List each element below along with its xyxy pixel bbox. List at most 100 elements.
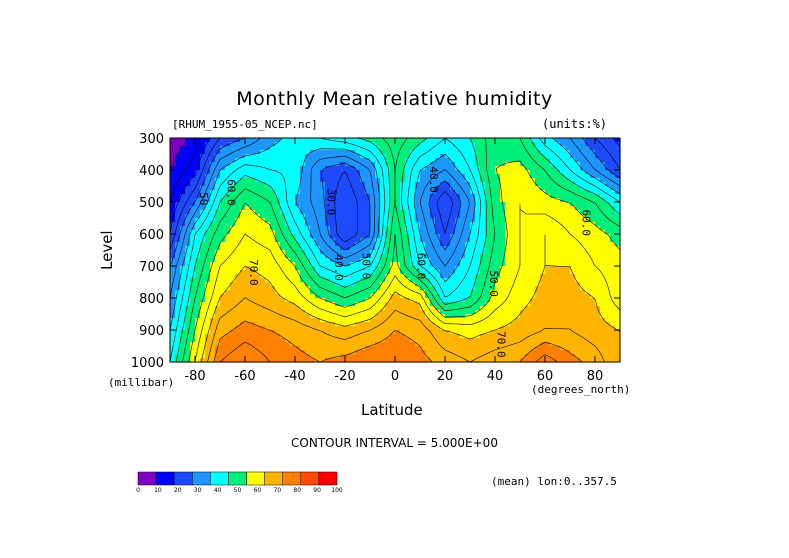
field-cell xyxy=(375,218,381,223)
field-cell xyxy=(500,150,506,155)
field-cell xyxy=(345,222,351,227)
field-cell xyxy=(610,154,616,159)
field-cell xyxy=(605,298,611,303)
field-cell xyxy=(305,334,311,339)
field-cell xyxy=(545,338,551,343)
field-cell xyxy=(485,302,491,307)
field-cell xyxy=(455,170,461,175)
field-cell xyxy=(540,230,546,235)
field-cell xyxy=(600,166,606,171)
field-cell xyxy=(525,202,531,207)
field-cell xyxy=(410,322,416,327)
field-cell xyxy=(615,278,621,283)
field-cell xyxy=(445,350,451,355)
field-cell xyxy=(540,210,546,215)
field-cell xyxy=(360,306,366,311)
field-cell xyxy=(180,274,186,279)
field-cell xyxy=(355,338,361,343)
field-cell xyxy=(180,206,186,211)
field-cell xyxy=(605,266,611,271)
field-cell xyxy=(515,322,521,327)
field-cell xyxy=(185,354,191,359)
field-cell xyxy=(230,166,236,171)
field-cell xyxy=(445,154,451,159)
field-cell xyxy=(475,206,481,211)
field-cell xyxy=(240,214,246,219)
field-cell xyxy=(190,174,196,179)
field-cell xyxy=(540,182,546,187)
field-cell xyxy=(480,306,486,311)
field-cell xyxy=(270,250,276,255)
field-cell xyxy=(425,270,431,275)
field-cell xyxy=(425,302,431,307)
field-cell xyxy=(490,346,496,351)
field-cell xyxy=(465,250,471,255)
field-cell xyxy=(345,218,351,223)
field-cell xyxy=(425,262,431,267)
field-cell xyxy=(260,318,266,323)
field-cell xyxy=(525,226,531,231)
field-cell xyxy=(470,150,476,155)
field-cell xyxy=(260,174,266,179)
contour-interval-text: CONTOUR INTERVAL = 5.000E+00 xyxy=(291,436,498,450)
field-cell xyxy=(525,354,531,359)
field-cell xyxy=(455,334,461,339)
field-cell xyxy=(430,314,436,319)
field-cell xyxy=(575,214,581,219)
field-cell xyxy=(610,278,616,283)
field-cell xyxy=(600,190,606,195)
field-cell xyxy=(315,346,321,351)
field-cell xyxy=(600,266,606,271)
field-cell xyxy=(545,190,551,195)
field-cell xyxy=(220,206,226,211)
field-cell xyxy=(430,318,436,323)
field-cell xyxy=(240,146,246,151)
field-cell xyxy=(430,154,436,159)
field-cell xyxy=(440,186,446,191)
field-cell xyxy=(315,306,321,311)
field-cell xyxy=(380,210,386,215)
field-cell xyxy=(175,234,181,239)
field-cell xyxy=(495,294,501,299)
field-cell xyxy=(450,278,456,283)
field-cell xyxy=(185,290,191,295)
field-cell xyxy=(255,166,261,171)
field-cell xyxy=(360,294,366,299)
field-cell xyxy=(265,226,271,231)
field-cell xyxy=(595,290,601,295)
field-cell xyxy=(245,222,251,227)
field-cell xyxy=(300,318,306,323)
field-cell xyxy=(315,146,321,151)
field-cell xyxy=(455,162,461,167)
field-cell xyxy=(195,358,201,363)
field-cell xyxy=(505,278,511,283)
field-cell xyxy=(590,142,596,147)
field-cell xyxy=(210,306,216,311)
field-cell xyxy=(235,182,241,187)
field-cell xyxy=(345,354,351,359)
field-cell xyxy=(480,230,486,235)
field-cell xyxy=(440,158,446,163)
field-cell xyxy=(380,266,386,271)
field-cell xyxy=(450,138,456,143)
field-cell xyxy=(445,354,451,359)
field-cell xyxy=(575,338,581,343)
field-cell xyxy=(310,318,316,323)
field-cell xyxy=(365,210,371,215)
field-cell xyxy=(385,166,391,171)
field-cell xyxy=(590,270,596,275)
field-cell xyxy=(565,270,571,275)
field-cell xyxy=(250,266,256,271)
field-cell xyxy=(170,350,176,355)
field-cell xyxy=(430,238,436,243)
field-cell xyxy=(415,350,421,355)
field-cell xyxy=(540,186,546,191)
field-cell xyxy=(365,346,371,351)
field-cell xyxy=(400,254,406,259)
field-cell xyxy=(540,338,546,343)
field-cell xyxy=(230,334,236,339)
field-cell xyxy=(400,210,406,215)
field-cell xyxy=(180,210,186,215)
field-cell xyxy=(210,262,216,267)
field-cell xyxy=(315,254,321,259)
